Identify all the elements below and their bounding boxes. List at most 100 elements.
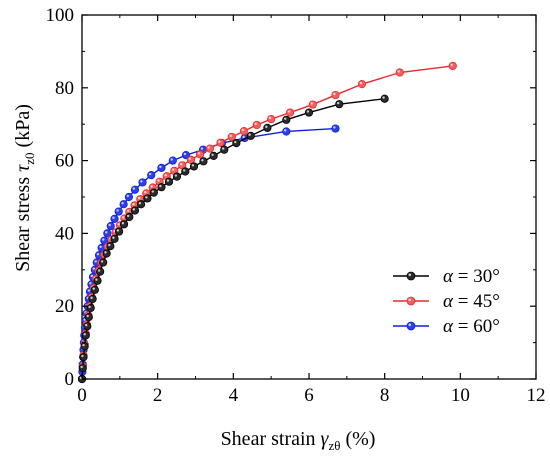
data-point-highlight bbox=[92, 267, 95, 270]
data-point-highlight bbox=[80, 365, 83, 369]
data-point-highlight bbox=[201, 159, 204, 162]
data-point bbox=[80, 342, 89, 351]
data-point-highlight bbox=[191, 164, 195, 167]
data-point-highlight bbox=[88, 305, 91, 309]
legend-marker bbox=[406, 296, 416, 306]
data-point-highlight bbox=[126, 214, 130, 218]
data-point-highlight bbox=[174, 174, 178, 177]
data-point-highlight bbox=[84, 323, 88, 327]
data-point-highlight bbox=[82, 343, 85, 347]
data-point-highlight bbox=[179, 163, 183, 166]
data-point bbox=[157, 163, 166, 172]
data-point-highlight bbox=[268, 116, 272, 120]
legend-marker bbox=[406, 321, 416, 331]
data-point bbox=[143, 194, 152, 203]
data-point-highlight bbox=[157, 179, 160, 182]
data-point-highlight bbox=[112, 216, 115, 219]
data-point bbox=[130, 206, 140, 215]
series-layer bbox=[77, 61, 457, 384]
data-point bbox=[172, 172, 182, 181]
data-point-highlight bbox=[95, 278, 98, 281]
data-point bbox=[285, 108, 295, 117]
data-point bbox=[93, 276, 102, 285]
data-point-highlight bbox=[105, 231, 108, 234]
data-point-highlight bbox=[92, 287, 95, 290]
data-point-highlight bbox=[81, 354, 84, 358]
data-point-highlight bbox=[90, 274, 94, 278]
data-point-highlight bbox=[148, 172, 152, 176]
data-point bbox=[199, 157, 208, 166]
y-tick-label: 40 bbox=[55, 223, 74, 244]
data-point bbox=[395, 68, 404, 77]
data-point-highlight bbox=[172, 168, 175, 171]
data-point-highlight bbox=[284, 129, 287, 132]
data-point bbox=[79, 353, 88, 362]
data-point-highlight bbox=[207, 146, 210, 149]
data-point bbox=[96, 267, 105, 276]
plot-area bbox=[81, 14, 537, 380]
data-point-highlight bbox=[241, 128, 245, 132]
data-point-highlight bbox=[287, 110, 291, 113]
data-point bbox=[84, 313, 93, 322]
data-point bbox=[267, 115, 276, 124]
data-point-highlight bbox=[108, 243, 111, 247]
legend-label: α = 30° bbox=[443, 266, 500, 287]
data-point-highlight bbox=[112, 236, 115, 239]
data-point-highlight bbox=[138, 201, 142, 205]
data-point-highlight bbox=[397, 70, 400, 73]
data-point-highlight bbox=[159, 165, 162, 168]
x-tick-label: 4 bbox=[229, 385, 239, 406]
data-point-highlight bbox=[183, 152, 187, 156]
data-point-highlight bbox=[151, 190, 154, 193]
data-point bbox=[331, 90, 340, 100]
data-point-highlight bbox=[90, 296, 93, 300]
data-point-highlight bbox=[86, 314, 89, 318]
data-point-highlight bbox=[145, 196, 148, 199]
data-point bbox=[335, 100, 344, 109]
x-tick-label: 2 bbox=[153, 385, 163, 406]
data-point bbox=[380, 94, 389, 103]
data-point-highlight bbox=[121, 222, 125, 225]
x-tick-label: 12 bbox=[527, 385, 546, 406]
data-point bbox=[83, 322, 92, 331]
data-point bbox=[90, 285, 99, 294]
data-point-highlight bbox=[116, 209, 119, 212]
legend-marker bbox=[406, 271, 416, 281]
data-point-highlight bbox=[221, 147, 225, 150]
series-1 bbox=[77, 94, 389, 384]
axes: 0 2 4 6 8 10 12 0 20 40 60 80 100 bbox=[46, 5, 546, 406]
data-point-highlight bbox=[170, 158, 173, 161]
data-point-highlight bbox=[117, 223, 120, 226]
data-point-highlight bbox=[121, 201, 124, 205]
data-point-highlight bbox=[100, 260, 104, 263]
x-tick-label: 10 bbox=[451, 385, 470, 406]
legend-label: α = 45° bbox=[443, 291, 500, 312]
data-point bbox=[81, 331, 90, 340]
data-point-highlight bbox=[96, 252, 100, 256]
data-point-highlight bbox=[333, 126, 336, 129]
data-point-highlight bbox=[89, 282, 92, 285]
data-point bbox=[164, 177, 174, 186]
data-point-highlight bbox=[122, 216, 125, 219]
data-point-highlight bbox=[450, 63, 453, 67]
data-point-highlight bbox=[150, 185, 153, 188]
data-point bbox=[239, 127, 249, 136]
data-point bbox=[205, 144, 214, 153]
legend-marker-highlight bbox=[408, 298, 412, 302]
data-point bbox=[252, 120, 261, 130]
y-tick-label: 80 bbox=[55, 78, 74, 99]
data-point-highlight bbox=[248, 133, 251, 136]
data-point bbox=[263, 123, 272, 132]
y-axis-title: Shear stress τz0 (kPa) bbox=[12, 104, 37, 272]
data-point-highlight bbox=[333, 92, 336, 96]
data-point bbox=[195, 150, 205, 159]
data-point bbox=[246, 131, 255, 140]
data-point-highlight bbox=[97, 269, 101, 272]
data-point-highlight bbox=[359, 81, 363, 85]
data-point bbox=[99, 258, 108, 267]
data-point-highlight bbox=[200, 147, 204, 150]
legend-marker-highlight bbox=[408, 323, 412, 327]
data-point-highlight bbox=[144, 191, 147, 194]
data-point-highlight bbox=[182, 169, 186, 172]
